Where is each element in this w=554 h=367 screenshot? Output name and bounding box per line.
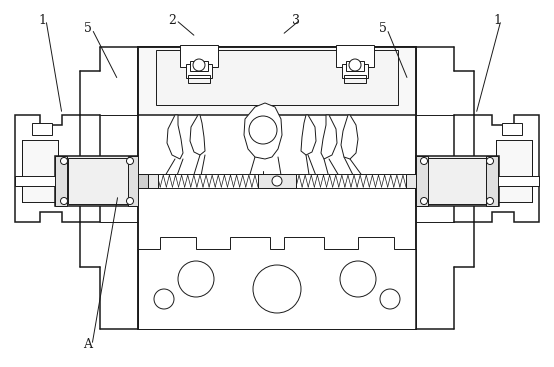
Bar [336, 45, 374, 67]
Circle shape [193, 59, 205, 71]
Circle shape [340, 261, 376, 297]
Circle shape [272, 176, 282, 186]
Text: 5: 5 [379, 22, 387, 36]
Bar [346, 61, 364, 71]
Circle shape [253, 265, 301, 313]
Bar [138, 47, 416, 329]
Circle shape [126, 197, 134, 204]
Polygon shape [341, 115, 358, 159]
Text: 1: 1 [38, 14, 46, 26]
Bar [138, 47, 416, 115]
Circle shape [380, 289, 400, 309]
Circle shape [249, 116, 277, 144]
Text: 1: 1 [493, 14, 501, 26]
Polygon shape [474, 115, 539, 222]
Bar [15, 176, 57, 186]
Text: 2: 2 [168, 14, 176, 26]
Polygon shape [167, 115, 183, 159]
Circle shape [178, 261, 214, 297]
Circle shape [60, 157, 68, 164]
Bar [497, 176, 539, 186]
Polygon shape [321, 115, 337, 159]
Circle shape [486, 157, 494, 164]
Bar [486, 156, 498, 206]
Bar [406, 174, 416, 188]
Circle shape [60, 197, 68, 204]
Text: A: A [84, 338, 93, 352]
Bar [426, 158, 486, 204]
Bar [190, 61, 208, 71]
Bar [496, 140, 532, 202]
Bar [416, 156, 428, 206]
Bar [188, 75, 210, 83]
Text: 5: 5 [84, 22, 92, 36]
Circle shape [486, 197, 494, 204]
Bar [342, 64, 368, 78]
Bar [180, 45, 218, 67]
Bar [148, 174, 158, 188]
Bar [138, 174, 148, 188]
Bar [22, 140, 58, 202]
Bar [55, 156, 67, 206]
Polygon shape [15, 115, 80, 222]
Polygon shape [244, 103, 282, 159]
Bar [258, 174, 296, 188]
Bar [416, 174, 426, 188]
Bar [138, 174, 416, 188]
Bar [344, 75, 366, 83]
Circle shape [154, 289, 174, 309]
Bar [502, 123, 522, 135]
Circle shape [126, 157, 134, 164]
Bar [128, 156, 138, 206]
Bar [186, 64, 212, 78]
Circle shape [349, 59, 361, 71]
Circle shape [420, 197, 428, 204]
Bar [55, 156, 138, 206]
Polygon shape [301, 115, 316, 155]
Text: 3: 3 [292, 14, 300, 26]
Circle shape [420, 157, 428, 164]
Polygon shape [190, 115, 205, 155]
Bar [68, 158, 128, 204]
Bar [156, 50, 398, 105]
Bar [416, 156, 499, 206]
Polygon shape [138, 237, 416, 329]
Bar [32, 123, 52, 135]
